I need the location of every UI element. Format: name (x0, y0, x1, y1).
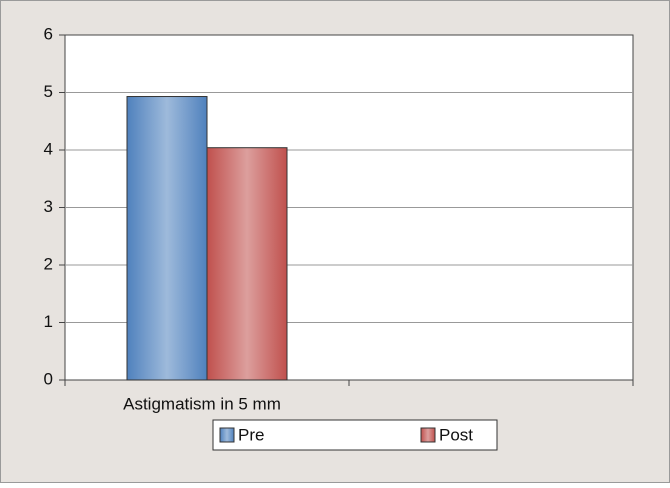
legend-label: Post (439, 425, 473, 444)
legend-marker (420, 427, 436, 443)
legend (212, 419, 498, 451)
legend-label: Pre (238, 425, 264, 444)
y-tick-label: 6 (44, 24, 53, 43)
bar (126, 96, 208, 381)
y-tick-label: 4 (44, 139, 53, 158)
y-tick-label: 0 (44, 369, 53, 388)
y-tick-label: 3 (44, 197, 53, 216)
x-tick-label: Astigmatism in 5 mm (123, 394, 281, 413)
y-tick-label: 1 (44, 312, 53, 331)
bar (206, 147, 288, 381)
legend-marker (219, 427, 235, 443)
y-tick-label: 2 (44, 254, 53, 273)
y-tick-label: 5 (44, 82, 53, 101)
